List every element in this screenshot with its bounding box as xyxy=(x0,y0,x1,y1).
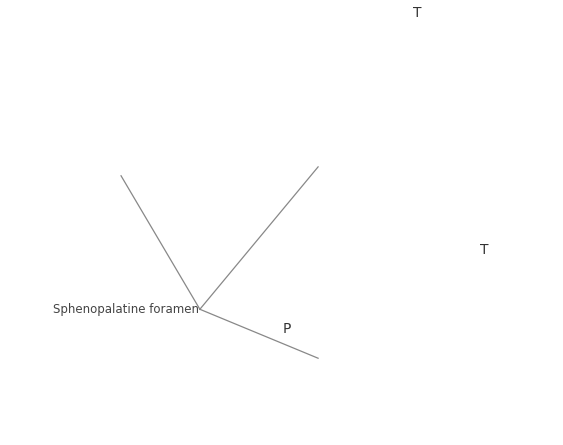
Text: T: T xyxy=(480,243,489,257)
Text: T: T xyxy=(413,6,422,20)
Text: P: P xyxy=(283,322,292,336)
Text: Sphenopalatine foramen: Sphenopalatine foramen xyxy=(53,303,199,316)
